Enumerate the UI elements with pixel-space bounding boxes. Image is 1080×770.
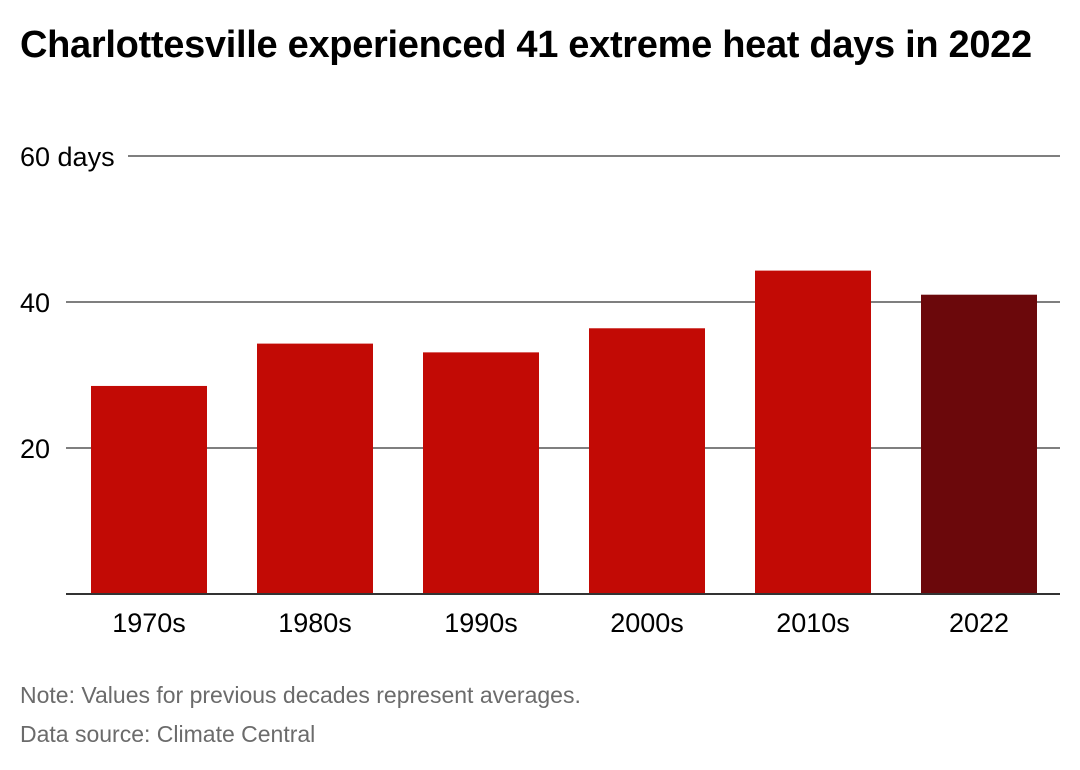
x-tick-label: 1980s [278,608,352,638]
gridlines: 20 40 60 days [20,142,1060,464]
x-tick-label: 2022 [949,608,1009,638]
bar-2022 [921,294,1037,594]
y-tick-label: 40 [20,288,50,318]
bar-chart: 20 40 60 days 1970s 1980s 1990s 2000s 2010s 202… [20,142,1060,638]
x-tick-label: 1990s [444,608,518,638]
x-tick-label: 2010s [776,608,850,638]
x-axis-labels: 1970s 1980s 1990s 2000s 2010s 2022 [112,608,1009,638]
footnote: Note: Values for previous decades repres… [20,682,581,708]
chart-title: Charlottesville experienced 41 extreme h… [20,24,1032,66]
y-tick-label: 60 days [20,142,115,172]
x-tick-label: 2000s [610,608,684,638]
bar-2010s [755,270,871,594]
bar-1980s [257,343,373,594]
bars [91,270,1037,594]
bar-1970s [91,385,207,594]
data-source: Data source: Climate Central [20,721,316,747]
bar-1990s [423,352,539,594]
y-tick-label: 20 [20,434,50,464]
bar-2000s [589,328,705,594]
x-tick-label: 1970s [112,608,186,638]
